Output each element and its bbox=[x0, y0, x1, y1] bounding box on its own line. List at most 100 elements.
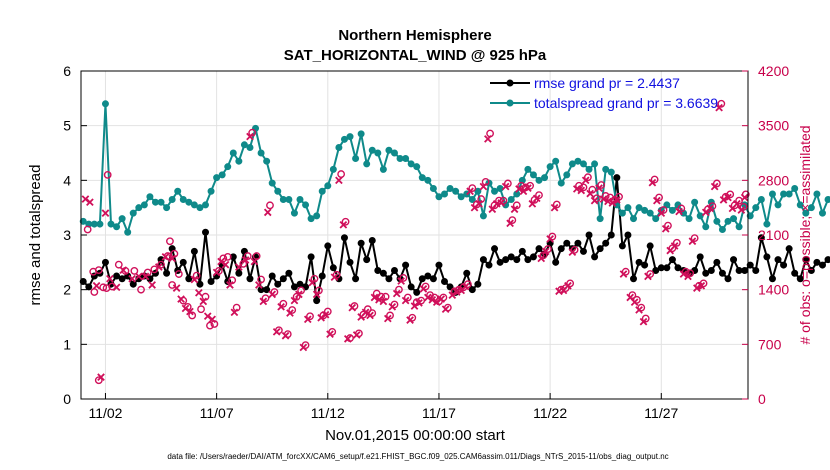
assimilated-obs-marker bbox=[604, 197, 612, 206]
possible-obs-marker bbox=[130, 267, 139, 275]
assimilated-obs-marker bbox=[141, 272, 150, 281]
assimilated-obs-marker bbox=[572, 185, 581, 193]
totalspread-point bbox=[635, 204, 643, 212]
assimilated-obs-marker bbox=[532, 194, 541, 203]
possible-obs-marker bbox=[359, 310, 368, 319]
totalspread-point bbox=[546, 163, 554, 171]
possible-obs-marker bbox=[499, 196, 508, 205]
assimilated-obs-marker bbox=[719, 196, 728, 204]
rmse-point bbox=[329, 264, 337, 272]
possible-obs-marker bbox=[628, 291, 637, 300]
assimilated-obs-marker bbox=[246, 132, 254, 141]
assimilated-obs-marker bbox=[134, 272, 143, 281]
possible-obs-marker bbox=[739, 202, 748, 211]
totalspread-point bbox=[818, 209, 826, 217]
rmse-point bbox=[746, 261, 754, 269]
rmse-point bbox=[752, 267, 760, 275]
rmse-point bbox=[79, 277, 87, 285]
rmse-point bbox=[435, 261, 443, 269]
possible-obs-marker bbox=[712, 179, 721, 188]
assimilated-obs-marker bbox=[630, 298, 639, 306]
rmse-point bbox=[791, 269, 799, 277]
rmse-point bbox=[346, 258, 354, 266]
totalspread-point bbox=[579, 160, 587, 168]
totalspread-point bbox=[129, 209, 137, 217]
x-tick-label: 11/12 bbox=[311, 405, 345, 421]
possible-obs-marker bbox=[395, 285, 403, 294]
assimilated-obs-marker bbox=[639, 317, 648, 326]
assimilated-obs-marker bbox=[312, 290, 321, 299]
assimilated-obs-marker bbox=[401, 296, 410, 305]
possible-obs-marker bbox=[83, 225, 92, 234]
rmse-point bbox=[763, 253, 771, 261]
assimilated-obs-marker bbox=[388, 303, 397, 311]
rmse-point bbox=[813, 258, 821, 266]
assimilated-obs-marker bbox=[221, 260, 230, 269]
assimilated-obs-marker bbox=[644, 272, 652, 281]
y-tick-label: 5 bbox=[63, 118, 71, 134]
rmse-point bbox=[552, 258, 560, 266]
possible-obs-marker bbox=[664, 221, 672, 230]
totalspread-point bbox=[146, 193, 154, 201]
rmse-point bbox=[507, 253, 515, 261]
rmse-point bbox=[85, 283, 93, 291]
possible-obs-marker bbox=[157, 260, 165, 269]
totalspread-point bbox=[596, 215, 604, 223]
rmse-point bbox=[468, 286, 476, 294]
totalspread-point bbox=[668, 206, 676, 214]
rmse-point bbox=[418, 275, 426, 283]
rmse-point bbox=[441, 277, 449, 285]
rmse-point bbox=[479, 256, 487, 264]
totalspread-point bbox=[602, 165, 610, 173]
totalspread-point bbox=[691, 198, 699, 206]
possible-obs-marker bbox=[103, 170, 112, 179]
totalspread-point bbox=[285, 195, 293, 203]
possible-obs-marker bbox=[310, 274, 319, 283]
possible-obs-marker bbox=[403, 293, 412, 302]
possible-obs-marker bbox=[637, 303, 646, 312]
possible-obs-marker bbox=[137, 285, 145, 294]
rmse-point bbox=[713, 258, 721, 266]
rmse-point bbox=[618, 242, 626, 250]
possible-obs-marker bbox=[99, 283, 108, 292]
totalspread-point bbox=[113, 223, 121, 231]
totalspread-point bbox=[79, 217, 87, 225]
possible-obs-marker bbox=[94, 376, 103, 385]
possible-obs-marker bbox=[621, 267, 630, 276]
y-tick-label: 0 bbox=[63, 391, 71, 407]
legend: rmse grand pr = 2.4437 totalspread grand … bbox=[490, 75, 718, 111]
totalspread-point bbox=[240, 141, 248, 149]
possible-obs-marker bbox=[223, 252, 232, 261]
totalspread-point bbox=[763, 220, 771, 228]
totalspread-point bbox=[585, 165, 593, 173]
assimilated-obs-marker bbox=[92, 281, 101, 290]
rmse-point bbox=[163, 269, 171, 277]
totalspread-point bbox=[168, 195, 176, 203]
totalspread-point bbox=[296, 195, 304, 203]
totalspread-point bbox=[452, 187, 460, 195]
y-tick-label: 6 bbox=[63, 63, 71, 79]
assimilated-obs-marker bbox=[161, 253, 170, 261]
totalspread-point bbox=[802, 209, 810, 217]
totalspread-point bbox=[179, 195, 187, 203]
assimilated-obs-marker bbox=[361, 308, 370, 317]
rmse-point bbox=[413, 288, 421, 296]
rmse-point bbox=[285, 269, 293, 277]
assimilated-obs-marker bbox=[181, 304, 190, 313]
assimilated-obs-marker bbox=[515, 185, 523, 193]
assimilated-obs-marker bbox=[203, 312, 212, 321]
possible-obs-marker bbox=[641, 314, 650, 323]
assimilated-obs-marker bbox=[379, 297, 388, 306]
totalspread-point bbox=[274, 187, 282, 195]
totalspread-point bbox=[824, 195, 830, 203]
rmse-point bbox=[635, 258, 643, 266]
assimilated-obs-marker bbox=[424, 293, 432, 302]
rmse-point bbox=[757, 234, 765, 242]
totalspread-point bbox=[768, 190, 776, 198]
possible-obs-marker bbox=[463, 280, 472, 289]
assimilated-obs-marker bbox=[564, 281, 572, 290]
totalspread-point bbox=[524, 165, 532, 173]
possible-obs-marker bbox=[192, 271, 201, 280]
y-tick-label: 4 bbox=[63, 172, 71, 188]
assimilated-obs-marker bbox=[343, 335, 352, 343]
